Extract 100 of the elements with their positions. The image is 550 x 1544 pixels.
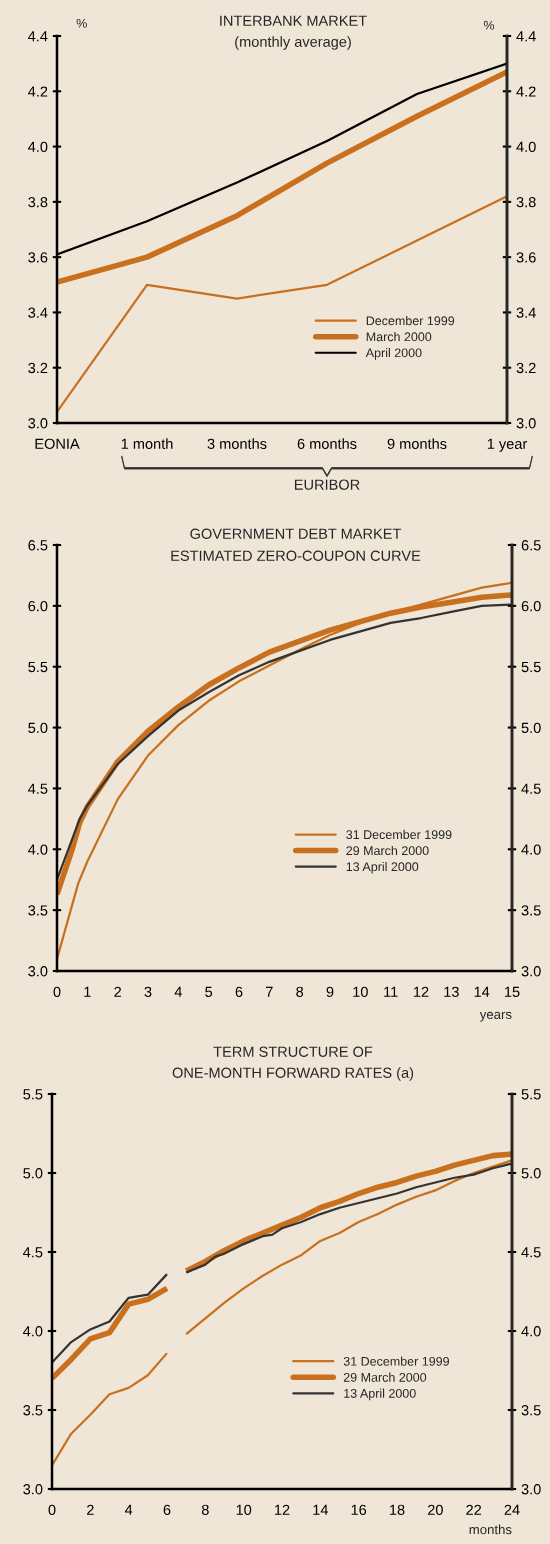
legend-label: 13 April 2000 bbox=[344, 1388, 416, 1401]
x-tick-label: 7 bbox=[266, 986, 273, 997]
x-tick-label: 11 bbox=[384, 986, 398, 997]
y-tick-label: 4.5 bbox=[28, 783, 48, 794]
x-tick-label: 1 month bbox=[121, 438, 173, 449]
x-tick-label: 14 bbox=[313, 1504, 329, 1515]
y-axis-title: % bbox=[76, 18, 87, 28]
x-tick-label: 4 bbox=[174, 986, 182, 997]
x-axis-title: years bbox=[479, 1011, 512, 1022]
y-tick-label: 4.0 bbox=[28, 141, 48, 152]
x-tick-label: 8 bbox=[201, 1504, 209, 1515]
x-tick-label: 15 bbox=[505, 986, 520, 997]
legend-label: 31 December 1999 bbox=[343, 1356, 449, 1366]
y-tick-label: 5.5 bbox=[28, 661, 48, 673]
x-tick-label: 6 bbox=[235, 986, 243, 997]
x-tick-label: 0 bbox=[48, 1504, 56, 1515]
y-tick-label: 5.0 bbox=[28, 722, 48, 733]
y-tick-label: 3.4 bbox=[28, 307, 48, 318]
x-tick-label: 4 bbox=[124, 1504, 133, 1515]
legend-label: December 1999 bbox=[366, 316, 455, 326]
x-tick-label: 9 bbox=[326, 986, 334, 997]
legend-label: 29 March 2000 bbox=[346, 845, 429, 856]
line-series bbox=[57, 581, 512, 960]
y2-tick-label: 6.5 bbox=[521, 540, 541, 551]
text: EURIBOR bbox=[294, 479, 360, 490]
y-tick-label: 3.2 bbox=[28, 362, 48, 374]
y-tick-label: 3.8 bbox=[28, 196, 48, 208]
x-tick-label: 1 bbox=[84, 986, 91, 997]
x-axis-title: months bbox=[469, 1524, 512, 1535]
x-tick-label: 2 bbox=[114, 986, 121, 997]
y-tick-label: 3.0 bbox=[28, 418, 48, 429]
y-tick-label: 6.5 bbox=[28, 540, 48, 551]
x-tick-label: 6 months bbox=[297, 438, 357, 449]
y-tick-label: 3.5 bbox=[23, 1405, 43, 1416]
x-tick-label: 20 bbox=[427, 1504, 443, 1515]
y2-tick-label: 4.5 bbox=[521, 1247, 541, 1258]
y2-tick-label: 5.5 bbox=[521, 1089, 541, 1100]
x-tick-label: 3 months bbox=[207, 438, 267, 449]
y2-tick-label: 3.0 bbox=[521, 1484, 541, 1495]
y2-tick-label: 3.2 bbox=[516, 362, 536, 374]
y2-tick-label: 4.0 bbox=[516, 141, 536, 152]
x-tick-label: 8 bbox=[296, 986, 304, 997]
y-tick-label: 3.5 bbox=[28, 905, 48, 916]
y2-tick-label: 3.5 bbox=[521, 1405, 541, 1416]
y-tick-label: 3.6 bbox=[28, 252, 48, 263]
x-tick-label: 10 bbox=[353, 986, 368, 997]
x-tick-label: 12 bbox=[414, 986, 429, 997]
y2-tick-label: 3.4 bbox=[516, 307, 536, 318]
x-tick-label: 12 bbox=[275, 1504, 290, 1515]
line-series bbox=[57, 195, 507, 414]
y-tick-label: 4.0 bbox=[28, 844, 48, 855]
y-tick-label: 3.0 bbox=[23, 1484, 43, 1495]
x-tick-label: 2 bbox=[87, 1504, 94, 1515]
x-tick-label: 13 bbox=[444, 986, 459, 997]
y-tick-label: 6.0 bbox=[28, 600, 48, 612]
chart-subtitle: ESTIMATED ZERO-COUPON CURVE bbox=[171, 550, 421, 561]
legend-label: 29 March 2000 bbox=[343, 1372, 427, 1382]
y2-tick-label: 4.0 bbox=[521, 1326, 541, 1337]
x-tick-label: 18 bbox=[390, 1504, 405, 1515]
y-tick-label: 3.0 bbox=[28, 966, 48, 977]
x-tick-label: 3 bbox=[144, 986, 152, 997]
x-tick-label: 16 bbox=[351, 1504, 367, 1515]
y2-tick-label: 4.0 bbox=[521, 844, 541, 855]
y2-tick-label: 5.0 bbox=[521, 722, 541, 733]
y2-tick-label: 4.2 bbox=[516, 86, 536, 97]
y2-tick-label: 6.0 bbox=[521, 600, 541, 612]
legend-label: 31 December 1999 bbox=[346, 829, 452, 840]
y2-tick-label: 4.5 bbox=[521, 783, 541, 794]
x-tick-label: 10 bbox=[236, 1504, 252, 1515]
y2-tick-label: 5.5 bbox=[521, 661, 541, 673]
x-tick-label: 1 year bbox=[487, 438, 528, 452]
chart-title: INTERBANK MARKET bbox=[220, 15, 367, 26]
x-tick-label: 24 bbox=[504, 1504, 520, 1515]
legend-label: 13 April 2000 bbox=[346, 861, 419, 874]
y2-tick-label: 3.6 bbox=[516, 252, 536, 263]
y-tick-label: 4.2 bbox=[28, 86, 48, 97]
y2-tick-label: 5.0 bbox=[521, 1168, 541, 1179]
y-tick-label: 4.0 bbox=[23, 1326, 43, 1337]
chart-title: GOVERNMENT DEBT MARKET bbox=[190, 528, 402, 539]
x-tick-label: 22 bbox=[466, 1504, 482, 1515]
y-tick-label: 5.0 bbox=[23, 1168, 43, 1179]
y-tick-label: 4.5 bbox=[23, 1247, 43, 1258]
x-tick-label: 0 bbox=[53, 986, 61, 997]
legend-label: March 2000 bbox=[366, 332, 432, 342]
legend-label: April 2000 bbox=[365, 348, 422, 360]
y2-tick-label: 4.4 bbox=[516, 31, 536, 42]
x-tick-label: 5 bbox=[205, 986, 213, 997]
chart-subtitle: (monthly average) bbox=[235, 36, 351, 50]
x-tick-label: 14 bbox=[474, 986, 490, 997]
chart-subtitle: ONE-MONTH FORWARD RATES (a) bbox=[172, 1067, 414, 1081]
y-tick-label: 5.5 bbox=[23, 1089, 43, 1100]
y2-tick-label: 3.0 bbox=[516, 418, 536, 429]
y-tick-label: 4.4 bbox=[28, 31, 48, 42]
y2-tick-label: 3.5 bbox=[521, 905, 541, 916]
y2-axis-title: % bbox=[483, 20, 495, 30]
y2-tick-label: 3.8 bbox=[516, 196, 536, 208]
y2-tick-label: 3.0 bbox=[521, 966, 541, 977]
x-tick-label: 9 months bbox=[387, 438, 447, 449]
x-tick-label: EONIA bbox=[35, 438, 80, 449]
x-tick-label: 6 bbox=[163, 1504, 171, 1515]
